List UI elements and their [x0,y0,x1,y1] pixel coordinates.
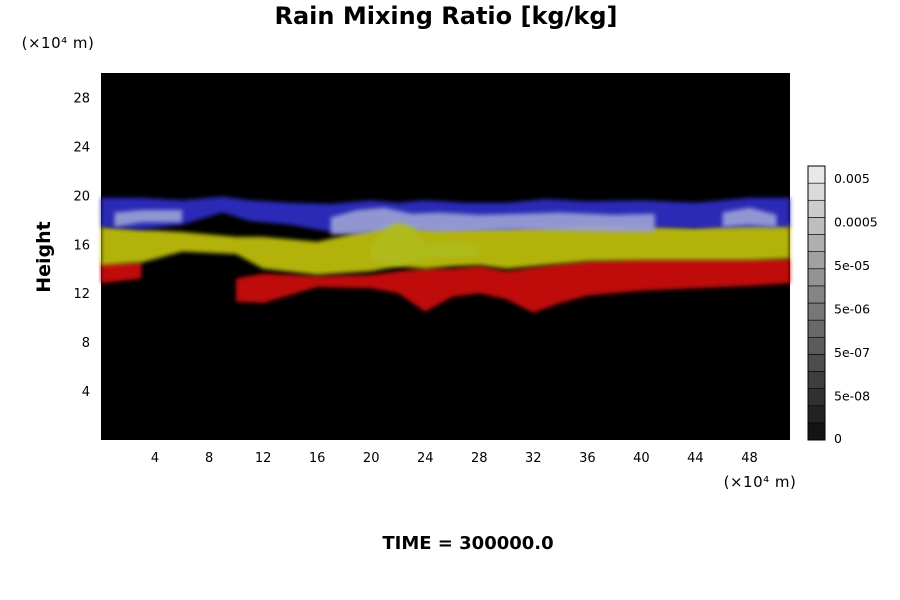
y-tick-label: 16 [73,238,90,253]
x-tick-label: 4 [151,451,159,466]
colorbar-tick-label: 5e-06 [834,302,870,317]
x-tick-label: 16 [309,451,326,466]
colorbar-frame [807,165,826,441]
colorbar-tick-label: 0.0005 [834,215,878,230]
time-label: TIME = 300000.0 [382,533,553,554]
x-tick-label: 28 [471,451,488,466]
x-tick-label: 40 [633,451,650,466]
colorbar-tick-label: 5e-07 [834,345,870,360]
field-band-0-1 [236,258,791,313]
x-tick-label: 48 [741,451,758,466]
colorbar-level [807,199,826,218]
x-axis-unit: (×10⁴ m) [724,473,797,491]
field-band-4-0 [371,222,480,267]
y-tick-label: 4 [82,385,90,400]
colorbar-level [807,319,826,338]
x-tick-label: 24 [417,451,434,466]
colorbar-level [807,422,826,441]
x-tick-label: 20 [363,451,380,466]
colorbar-level [807,182,826,201]
colorbar: 0.005 0.0005 5e-05 5e-06 5e-07 5e-08 0 [807,165,878,446]
colorbar-level [807,217,826,235]
colorbar-tick-label: 0.005 [834,171,870,186]
colorbar-level [807,285,826,304]
colorbar-level [807,388,826,407]
y-ticks: 4 8 12 16 20 24 28 [73,91,90,400]
colorbar-level [807,234,826,252]
colorbar-level [807,268,826,287]
colorbar-level [807,354,826,372]
x-tick-label: 12 [255,451,272,466]
colorbar-tick-label: 5e-05 [834,258,870,273]
colorbar-level [807,165,826,184]
y-tick-label: 12 [73,287,90,302]
field-band-3-0 [114,210,183,228]
y-tick-label: 28 [73,91,90,106]
y-axis-label: Height [33,221,55,293]
colorbar-level [807,336,826,355]
x-ticks: 4 8 12 16 20 24 28 32 36 40 44 48 [151,451,758,466]
colorbar-level [807,371,826,389]
y-axis-unit: (×10⁴ m) [22,34,95,52]
x-tick-label: 44 [687,451,704,466]
colorbar-level [807,251,826,270]
field-band-3-2 [722,207,777,228]
x-tick-label: 36 [579,451,596,466]
colorbar-tick-label: 0 [834,431,842,446]
x-tick-label: 32 [525,451,542,466]
colorbar-level [807,405,826,424]
colorbar-tick-label: 5e-08 [834,389,870,404]
colorbar-level [807,302,826,321]
chart-title: Rain Mixing Ratio [kg/kg] [275,2,618,30]
plot-area [101,73,791,440]
y-tick-label: 8 [82,336,90,351]
y-tick-label: 20 [73,189,90,204]
y-tick-label: 24 [73,140,90,155]
x-tick-label: 8 [205,451,213,466]
field-band-0-0 [101,262,142,284]
